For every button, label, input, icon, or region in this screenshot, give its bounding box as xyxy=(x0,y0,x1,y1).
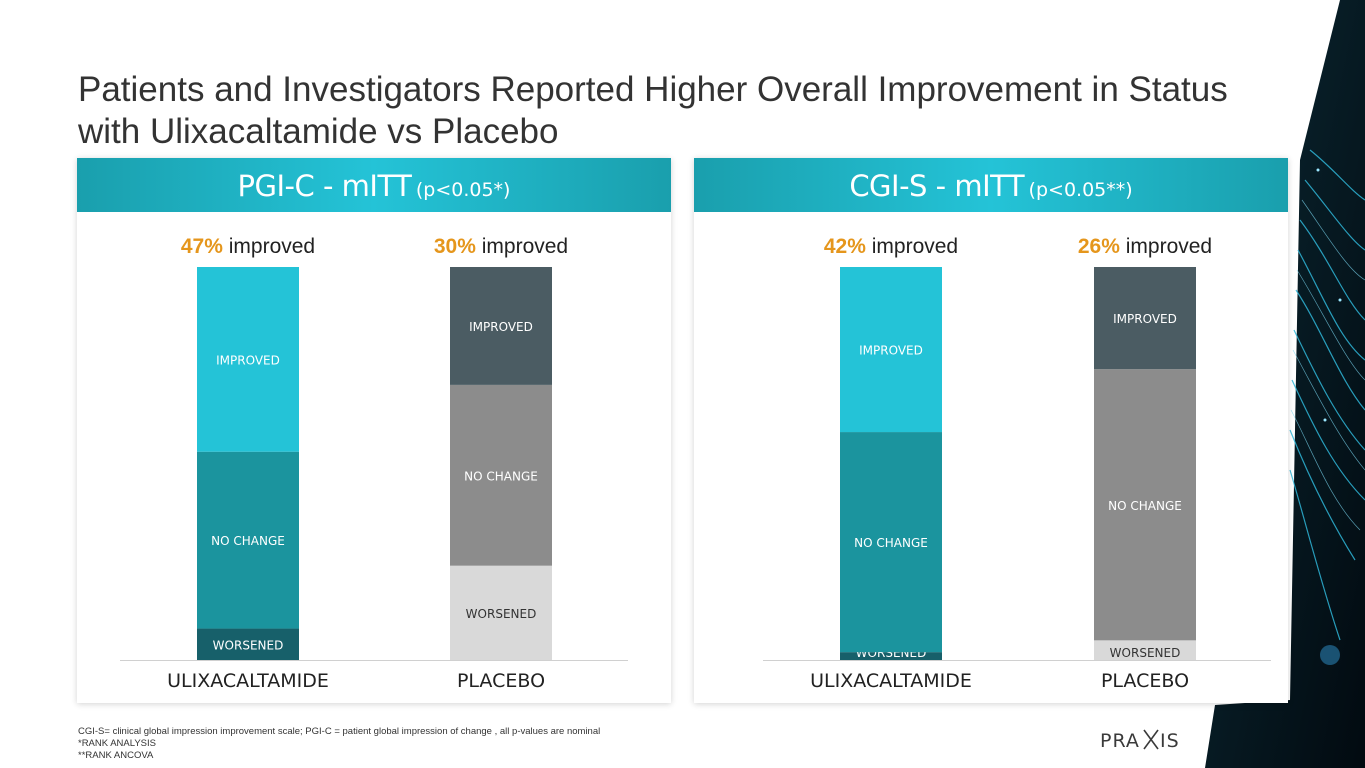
segment-label-improved-ulixacaltamide: IMPROVED xyxy=(859,344,923,358)
category-label-ulixacaltamide: ULIXACALTAMIDE xyxy=(167,670,329,692)
logo-text-right: IS xyxy=(1160,730,1180,752)
bar-segment-no-change-ulixacaltamide xyxy=(197,451,299,629)
page-title: Patients and Investigators Reported High… xyxy=(78,70,1228,152)
praxis-logo: PRA IS xyxy=(1100,729,1180,752)
bar-segment-worsened-ulixacaltamide xyxy=(197,628,299,660)
pgic-chart-header: PGI-C - mITT (p<0.05*) xyxy=(77,158,671,212)
footnote-rank-ancova: **RANK ANCOVA xyxy=(78,750,154,761)
segment-label-worsened-placebo: WORSENED xyxy=(466,607,537,621)
segment-label-worsened-placebo: WORSENED xyxy=(1110,646,1181,660)
percent-improved-label-placebo: 26% improved xyxy=(1078,235,1212,258)
bar-segment-worsened-ulixacaltamide xyxy=(840,652,942,660)
footnote-rank-analysis: *RANK ANALYSIS xyxy=(78,738,156,749)
segment-label-no-change-placebo: NO CHANGE xyxy=(1108,499,1182,513)
cgis-chart-pvalue: (p<0.05**) xyxy=(1028,179,1133,201)
bar-segment-no-change-placebo xyxy=(1094,369,1196,641)
bar-segment-improved-placebo xyxy=(450,267,552,385)
pgic-chart-pvalue: (p<0.05*) xyxy=(415,179,511,201)
bar-segment-no-change-placebo xyxy=(450,384,552,566)
category-label-placebo: PLACEBO xyxy=(457,670,545,692)
segment-label-no-change-placebo: NO CHANGE xyxy=(464,469,538,483)
cgis-stacked-bar-chart: WORSENED NO CHANGE IMPROVED 42% improved ULI… xyxy=(763,235,1271,692)
pgic-chart-title: PGI-C - mITT xyxy=(237,169,412,203)
bar-segment-worsened-placebo xyxy=(450,565,552,660)
logo-text-left: PRA xyxy=(1100,730,1140,752)
category-label-ulixacaltamide: ULIXACALTAMIDE xyxy=(810,670,972,692)
percent-improved-label-ulixacaltamide: 42% improved xyxy=(824,235,958,258)
segment-label-worsened-ulixacaltamide: WORSENED xyxy=(213,638,284,652)
footnote-definitions: CGI-S= clinical global impression improv… xyxy=(78,726,601,737)
segment-label-no-change-ulixacaltamide: NO CHANGE xyxy=(854,536,928,550)
segment-label-improved-ulixacaltamide: IMPROVED xyxy=(216,353,280,367)
logo-x-mark xyxy=(1143,729,1159,750)
cgis-chart-header: CGI-S - mITT (p<0.05**) xyxy=(694,158,1288,212)
bar-segment-improved-ulixacaltamide xyxy=(840,267,942,433)
category-label-placebo: PLACEBO xyxy=(1101,670,1189,692)
bar-segment-improved-placebo xyxy=(1094,267,1196,370)
segment-label-no-change-ulixacaltamide: NO CHANGE xyxy=(211,534,285,548)
segment-label-improved-placebo: IMPROVED xyxy=(1113,312,1177,326)
bar-segment-improved-ulixacaltamide xyxy=(197,267,299,452)
segment-label-improved-placebo: IMPROVED xyxy=(469,320,533,334)
pgic-stacked-bar-chart: WORSENED NO CHANGE IMPROVED 47% improved ULI… xyxy=(120,235,628,692)
footnotes: CGI-S= clinical global impression improv… xyxy=(78,726,600,762)
bar-segment-no-change-ulixacaltamide xyxy=(840,432,942,653)
pgic-chart-panel: PGI-C - mITT (p<0.05*) WORSENED NO CHANGE… xyxy=(77,158,671,703)
percent-improved-label-ulixacaltamide: 47% improved xyxy=(181,235,315,258)
bar-segment-worsened-placebo xyxy=(1094,640,1196,660)
percent-improved-label-placebo: 30% improved xyxy=(434,235,568,258)
cgis-chart-panel: CGI-S - mITT (p<0.05**) WORSENED NO CHANG… xyxy=(694,158,1288,703)
cgis-chart-title: CGI-S - mITT xyxy=(849,169,1025,203)
